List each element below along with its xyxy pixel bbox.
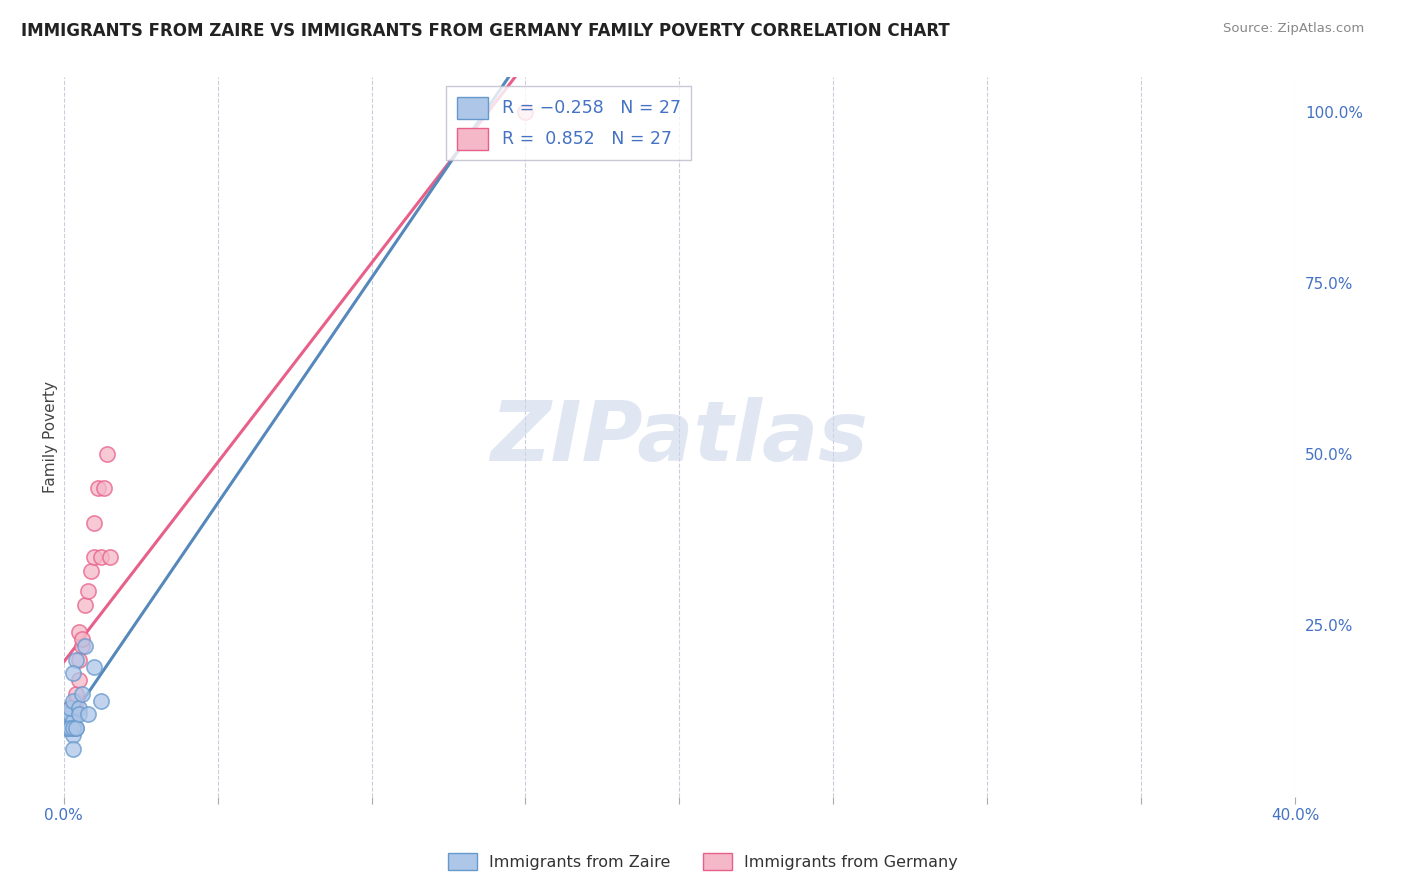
Point [96,447,118,461]
Point [55,714,77,729]
Point [70,639,93,653]
Point [90,694,112,708]
Point [83,549,105,564]
Text: Source: ZipAtlas.com: Source: ZipAtlas.com [1223,22,1364,36]
Point [90,549,112,564]
Point [55,714,77,729]
Y-axis label: Family Poverty: Family Poverty [44,381,58,493]
Point [59,714,82,729]
Point [86,482,108,496]
Point [62,707,84,722]
Point [70,632,93,647]
Point [65,694,87,708]
Point [67,653,90,667]
Point [70,687,93,701]
Text: ZIPatlas: ZIPatlas [491,397,869,477]
Point [67,673,90,688]
Point [93,482,115,496]
Point [62,721,84,735]
Point [59,721,82,735]
Point [80,564,103,578]
Point [62,694,84,708]
Point [62,666,84,681]
Point [83,516,105,530]
Point [67,707,90,722]
Point [62,721,84,735]
Point [77,707,100,722]
Point [75,639,97,653]
Point [59,700,82,714]
Text: IMMIGRANTS FROM ZAIRE VS IMMIGRANTS FROM GERMANY FAMILY POVERTY CORRELATION CHAR: IMMIGRANTS FROM ZAIRE VS IMMIGRANTS FROM… [21,22,950,40]
Point [67,700,90,714]
Point [59,700,82,714]
Point [67,625,90,640]
Point [62,728,84,742]
Point [65,721,87,735]
Point [59,721,82,735]
Point [55,707,77,722]
Point [515,104,537,119]
Point [55,721,77,735]
Legend: R = −0.258   N = 27, R =  0.852   N = 27: R = −0.258 N = 27, R = 0.852 N = 27 [446,87,692,161]
Point [62,741,84,756]
Point [59,721,82,735]
Point [62,700,84,714]
Point [62,721,84,735]
Legend: Immigrants from Zaire, Immigrants from Germany: Immigrants from Zaire, Immigrants from G… [441,847,965,877]
Point [65,721,87,735]
Point [59,707,82,722]
Point [83,659,105,673]
Point [55,721,77,735]
Point [98,549,121,564]
Point [65,687,87,701]
Point [59,707,82,722]
Point [59,714,82,729]
Point [62,714,84,729]
Point [55,721,77,735]
Point [75,598,97,612]
Point [77,584,100,599]
Point [65,653,87,667]
Point [59,721,82,735]
